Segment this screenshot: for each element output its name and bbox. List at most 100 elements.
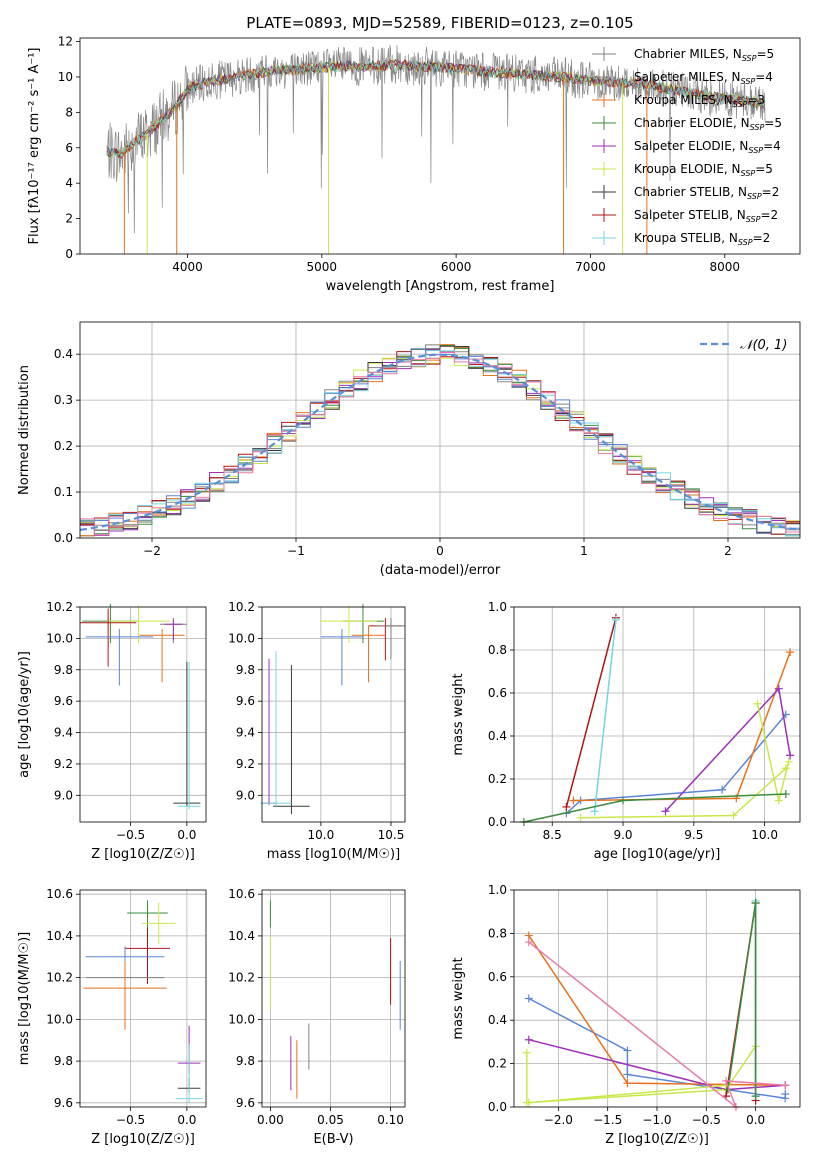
weight-series-7 — [593, 619, 617, 812]
y-axis-label: mass [log10(M/M☉)] — [17, 932, 32, 1065]
y-tick-label: 0.6 — [488, 970, 507, 984]
spectrum-data-line — [106, 45, 766, 234]
x-tick-label: 10.0 — [308, 828, 335, 842]
x-tick-label: 2 — [724, 544, 732, 558]
weight-marker — [562, 802, 571, 811]
y-tick-label: 10.2 — [228, 971, 255, 985]
plot-frame — [79, 321, 801, 539]
residuals-panel: −2 −1 0 1 2 0.0 0.1 0.2 0.3 0.4 (data-model)/error… — [17, 321, 801, 578]
x-tick-label: −1.5 — [593, 1113, 622, 1127]
weight-marker — [781, 790, 790, 799]
weight-marker — [786, 648, 795, 657]
y-tick-label: 10.2 — [46, 600, 73, 614]
y-tick-label: 6 — [65, 141, 73, 155]
x-tick-label: 6000 — [441, 260, 472, 274]
y-tick-label: 8 — [65, 105, 73, 119]
y-tick-label: 9.4 — [54, 726, 73, 740]
y-tick-label: 9.6 — [54, 694, 73, 708]
legend-label: Chabrier ELODIE, NSSP=5 — [634, 116, 782, 132]
x-axis-label: mass [log10(M/M☉)] — [267, 847, 400, 862]
x-axis-label: Z [log10(Z/Z☉)] — [91, 847, 195, 862]
spectrum-marks — [106, 45, 766, 254]
y-tick-label: 0.4 — [54, 347, 73, 361]
y-tick-label: 0.0 — [488, 815, 507, 829]
weight-marker — [774, 684, 783, 693]
weight-vs-Z-panel: −2.0 −1.5 −1.0 −0.5 0.0 0.0 0.2 0.4 0.6 0.8 1.0 Z [… — [451, 883, 801, 1147]
mass-vs-Z-marks — [83, 900, 203, 1103]
y-tick-label: 2 — [65, 212, 73, 226]
y-tick-label: 0.4 — [488, 729, 507, 743]
histogram-9 — [80, 350, 800, 537]
weight-marker — [784, 757, 793, 766]
legend-label: Kroupa STELIB, NSSP=2 — [634, 231, 770, 247]
age-vs-mass-panel: 10.0 10.5 9.0 9.2 9.4 9.6 9.8 10.0 10.2 mass [log… — [228, 600, 406, 862]
age-vs-mass-marks — [260, 603, 405, 815]
y-axis-label: age [log10(age/yr)] — [17, 651, 32, 778]
legend-label: Kroupa MILES, NSSP=3 — [634, 93, 765, 109]
weight-marker — [590, 807, 599, 816]
weight-series-6 — [565, 617, 617, 808]
weight-marker — [774, 796, 783, 805]
weight-marker — [623, 1070, 632, 1079]
y-tick-label: 10.2 — [228, 600, 255, 614]
weight-series-5 — [526, 1045, 757, 1104]
histogram-8 — [80, 351, 800, 535]
y-tick-label: 9.6 — [236, 694, 255, 708]
weight-series-8 — [523, 793, 786, 823]
plot-frame — [79, 606, 207, 823]
weight-series-2 — [573, 651, 791, 802]
figure-title: PLATE=0893, MJD=52589, FIBERID=0123, z=0… — [246, 14, 633, 32]
y-tick-label: 9.0 — [54, 788, 73, 802]
age-vs-Z-panel: −0.5 0.0 9.0 9.2 9.4 9.6 9.8 10.0 10.2 Z [log10(Z… — [17, 600, 207, 862]
y-tick-label: 9.4 — [236, 726, 255, 740]
y-tick-label: 0.3 — [54, 393, 73, 407]
weight-marker — [751, 899, 760, 908]
legend-label: Chabrier STELIB, NSSP=2 — [634, 185, 779, 201]
y-tick-label: 10.0 — [46, 1012, 73, 1026]
legend-label: Salpeter STELIB, NSSP=2 — [634, 208, 778, 224]
x-tick-label: 0.0 — [177, 1113, 196, 1127]
y-tick-label: 9.8 — [236, 663, 255, 677]
x-tick-label: 5000 — [307, 260, 338, 274]
weight-marker — [524, 938, 533, 947]
weight-marker — [781, 1081, 790, 1090]
plot-frame — [513, 889, 801, 1108]
mass-vs-Z-panel: −0.5 0.0 9.6 9.8 10.0 10.2 10.4 10.6 Z [log10(Z/… — [17, 887, 207, 1147]
x-axis-label: E(B-V) — [313, 1132, 353, 1147]
x-axis-label: age [log10(age/yr)] — [594, 847, 721, 862]
y-tick-label: 10.4 — [46, 929, 73, 943]
x-tick-label: −1 — [287, 544, 305, 558]
legend-label: Chabrier MILES, NSSP=5 — [634, 47, 774, 63]
weight-marker — [781, 1089, 790, 1098]
y-tick-label: 10.4 — [228, 929, 255, 943]
plot-frame — [261, 889, 406, 1108]
y-tick-label: 9.6 — [236, 1096, 255, 1110]
weight-series-9 — [528, 941, 786, 1110]
weight-marker — [718, 785, 727, 794]
y-axis-label: Normed distribution — [17, 365, 32, 495]
x-tick-label: 10.5 — [378, 828, 405, 842]
x-tick-label: 0.05 — [317, 1113, 344, 1127]
histogram-11 — [80, 351, 800, 536]
y-tick-label: 12 — [58, 35, 73, 49]
x-axis-label: wavelength [Angstrom, rest frame] — [326, 279, 555, 294]
y-tick-label: 0.6 — [488, 686, 507, 700]
mass-vs-ebv-panel: 0.00 0.05 0.10 9.6 9.8 10.0 10.2 10.4 10.6 E(B-V) — [228, 887, 406, 1147]
weight-marker — [751, 1092, 760, 1101]
y-tick-label: 0.2 — [488, 1057, 507, 1071]
x-tick-label: 8.5 — [543, 828, 562, 842]
y-tick-label: 0.2 — [488, 772, 507, 786]
y-tick-label: 0.4 — [488, 1013, 507, 1027]
residuals-marks — [79, 344, 801, 537]
gaussian-curve — [79, 353, 801, 531]
y-tick-label: 10.0 — [228, 631, 255, 645]
x-tick-label: −2 — [143, 544, 161, 558]
y-tick-label: 0.0 — [488, 1100, 507, 1114]
y-tick-label: 1.0 — [488, 600, 507, 614]
model-line-7 — [106, 58, 765, 159]
plot-frame — [79, 37, 801, 255]
y-tick-label: 9.2 — [236, 757, 255, 771]
x-axis-label: Z [log10(Z/Z☉)] — [91, 1132, 195, 1147]
x-tick-label: 9.0 — [613, 828, 632, 842]
weight-marker — [729, 811, 738, 820]
